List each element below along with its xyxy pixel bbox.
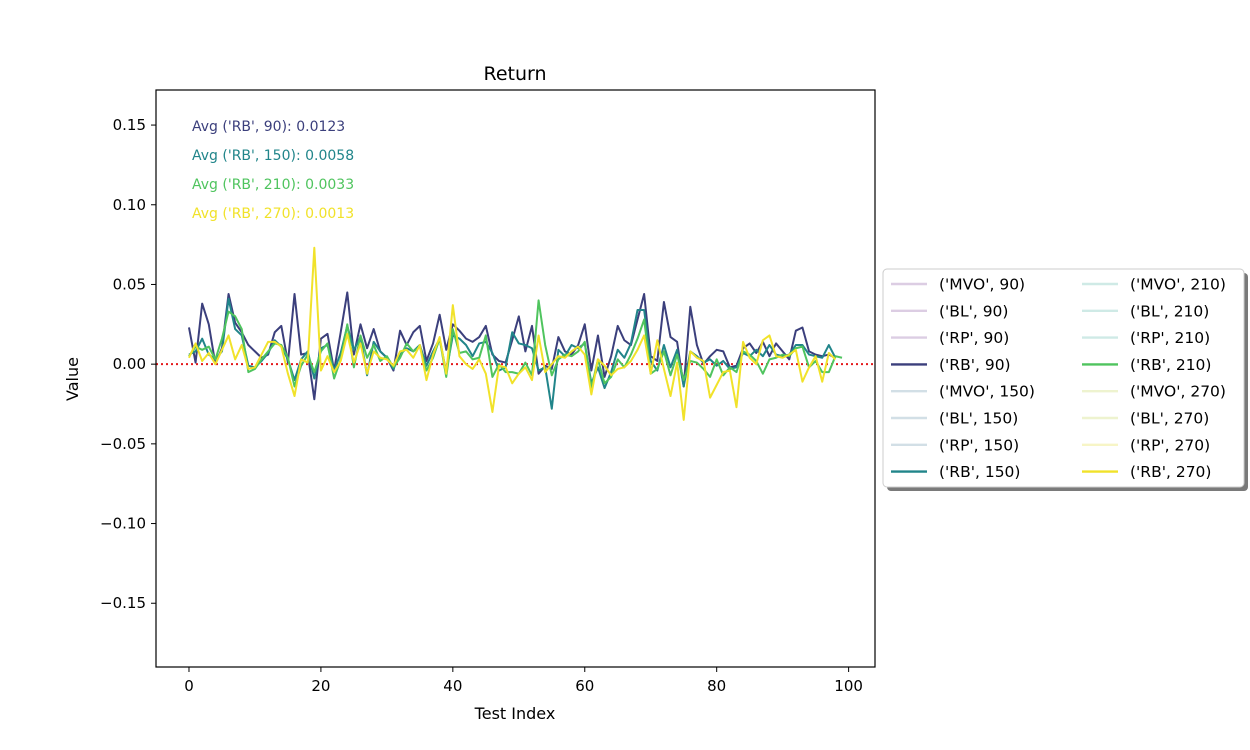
y-tick-label: −0.15 <box>100 594 146 612</box>
x-tick-label: 0 <box>184 677 194 695</box>
average-annotation: Avg ('RB', 150): 0.0058 <box>192 148 354 164</box>
series-line-4 <box>188 246 837 421</box>
legend-label: ('BL', 270) <box>1130 410 1209 428</box>
x-tick-label: 100 <box>834 677 863 695</box>
x-tick-label: 40 <box>443 677 462 695</box>
legend-label: ('RB', 210) <box>1130 356 1211 374</box>
legend-label: ('RB', 150) <box>939 463 1020 481</box>
y-tick-label: −0.10 <box>100 515 146 533</box>
legend-label: ('BL', 90) <box>939 302 1008 320</box>
y-tick-label: 0.10 <box>113 196 146 214</box>
legend-label: ('RB', 90) <box>939 356 1011 374</box>
average-annotation: Avg ('RB', 270): 0.0013 <box>192 206 354 222</box>
legend-label: ('RP', 270) <box>1130 436 1210 454</box>
legend-label: ('RB', 270) <box>1130 463 1211 481</box>
x-axis-label: Test Index <box>474 704 556 723</box>
y-tick-label: 0.05 <box>113 275 146 293</box>
x-tick-label: 80 <box>707 677 726 695</box>
x-tick-label: 20 <box>311 677 330 695</box>
legend-label: ('RP', 90) <box>939 329 1009 347</box>
legend-box <box>882 268 1245 488</box>
chart-title: Return <box>483 63 546 85</box>
legend-label: ('BL', 210) <box>1130 302 1209 320</box>
average-annotation: Avg ('RB', 90): 0.0123 <box>192 119 345 135</box>
legend-label: ('MVO', 150) <box>939 383 1035 401</box>
series-line-1 <box>187 291 836 401</box>
y-tick-label: −0.05 <box>100 435 146 453</box>
legend-label: ('BL', 150) <box>939 410 1018 428</box>
legend-label: ('MVO', 210) <box>1130 276 1226 294</box>
y-tick-label: 0.00 <box>113 355 146 373</box>
average-annotation: Avg ('RB', 210): 0.0033 <box>192 177 354 193</box>
series-line-2 <box>188 297 837 410</box>
x-tick-label: 60 <box>575 677 594 695</box>
legend-label: ('MVO', 90) <box>939 276 1025 294</box>
y-tick-label: 0.15 <box>113 116 146 134</box>
plot-area-frame <box>155 89 876 668</box>
legend-label: ('RP', 210) <box>1130 329 1210 347</box>
y-axis-label: Value <box>63 357 82 401</box>
legend-label: ('MVO', 270) <box>1130 383 1226 401</box>
legend-label: ('RP', 150) <box>939 436 1019 454</box>
